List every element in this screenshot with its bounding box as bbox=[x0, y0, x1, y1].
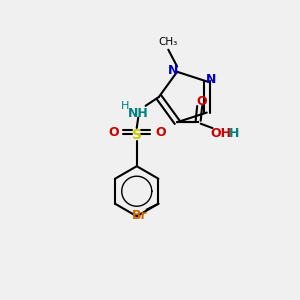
Text: Br: Br bbox=[131, 209, 147, 222]
Text: H: H bbox=[230, 128, 240, 140]
Text: O: O bbox=[155, 126, 166, 139]
Text: O: O bbox=[108, 126, 119, 139]
Text: S: S bbox=[132, 128, 142, 142]
Text: OH: OH bbox=[211, 128, 232, 140]
Text: NH: NH bbox=[128, 107, 148, 120]
Text: H: H bbox=[121, 101, 129, 111]
Text: N: N bbox=[206, 74, 216, 86]
Text: N: N bbox=[167, 64, 178, 77]
Text: CH₃: CH₃ bbox=[159, 37, 178, 47]
Text: O: O bbox=[197, 95, 208, 108]
